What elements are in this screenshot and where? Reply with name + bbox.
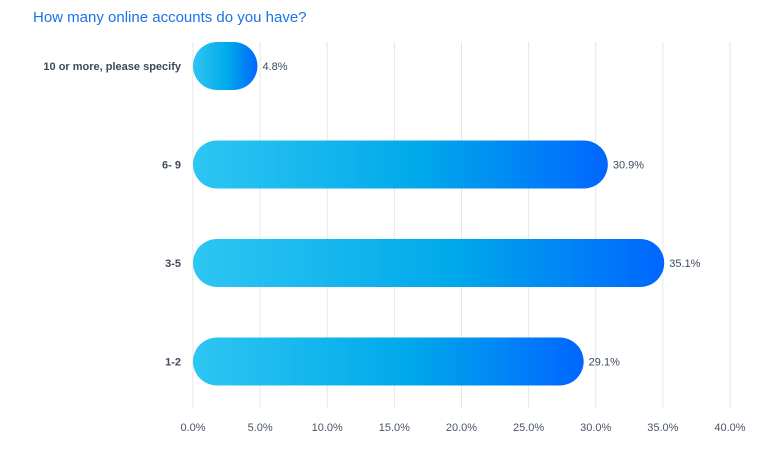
category-label: 10 or more, please specify (43, 61, 181, 73)
x-tick-label: 25.0% (513, 422, 544, 434)
x-tick-label: 5.0% (248, 422, 273, 434)
value-label: 30.9% (613, 160, 644, 172)
bar[interactable] (193, 337, 584, 386)
x-tick-label: 10.0% (312, 422, 343, 434)
category-label: 1-2 (165, 357, 181, 369)
value-label: 4.8% (262, 61, 287, 73)
bars (193, 42, 665, 386)
x-tick-label: 35.0% (647, 422, 678, 434)
bar[interactable] (193, 140, 608, 189)
bar[interactable] (193, 239, 665, 287)
x-tick-label: 20.0% (446, 422, 477, 434)
category-label: 3-5 (165, 258, 181, 270)
value-label: 29.1% (589, 357, 620, 369)
labels: 0.0% 5.0% 10.0% 15.0% 20.0% 25.0% 30.0% 35.0% 40… (43, 61, 745, 434)
bar[interactable] (193, 42, 258, 90)
x-tick-label: 0.0% (180, 422, 205, 434)
x-tick-label: 15.0% (379, 422, 410, 434)
category-label: 6- 9 (162, 160, 181, 172)
x-tick-label: 30.0% (580, 422, 611, 434)
x-tick-label: 40.0% (714, 422, 745, 434)
value-label: 35.1% (669, 258, 700, 270)
chart-title: How many online accounts do you have? (33, 9, 307, 26)
